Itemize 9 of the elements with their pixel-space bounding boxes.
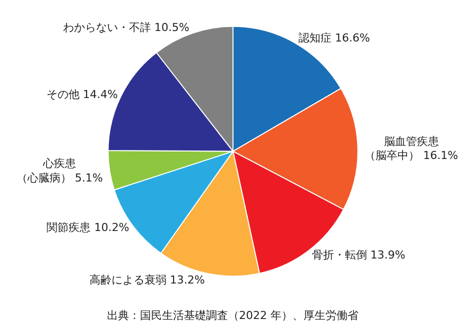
slice-label: 脳血管疾患（脳卒中） 16.1% xyxy=(364,134,458,162)
slice-label: 心疾患（心臓病） 5.1% xyxy=(16,157,103,184)
slice-label: 高齢による衰弱 13.2% xyxy=(89,273,205,286)
slice-label: その他 14.4% xyxy=(46,88,118,102)
slice-label: 骨折・転倒 13.9% xyxy=(312,248,406,262)
slice-label: わからない・不詳 10.5% xyxy=(62,20,190,34)
source-note: 出典：国民生活基礎調査（2022 年）、厚生労働省 xyxy=(107,309,358,322)
slice-label: 認知症 16.6% xyxy=(298,32,370,45)
slice-label: 関節疾患 10.2% xyxy=(46,221,130,234)
